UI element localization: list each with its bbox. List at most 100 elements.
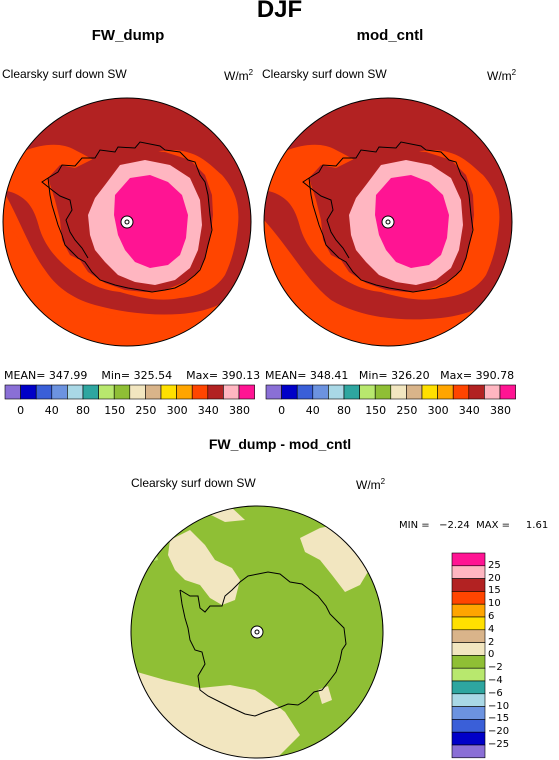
colorbar-swatch [451, 719, 486, 733]
colorbar-swatch [374, 384, 392, 400]
colorbar-swatch [223, 384, 240, 400]
coastline-right [308, 141, 474, 293]
coastline-diff [179, 571, 347, 717]
colorbar-tick-label: 2 [488, 636, 495, 648]
colorbar-tick-label: 380 [229, 404, 250, 417]
colorbar-tick-label: −6 [488, 687, 503, 699]
colorbar-tick-label: 80 [76, 404, 90, 417]
colorbar-swatch [176, 384, 193, 400]
colorbar-swatch [451, 603, 486, 618]
colorbar-swatch [451, 642, 486, 656]
colorbar-tick-label: 250 [135, 404, 157, 417]
colorbar-swatch [468, 384, 485, 400]
diff-title: FW_dump - mod_cntl [208, 436, 352, 452]
stats-right: MEAN= 348.41 Min= 326.20 Max= 390.78 [265, 369, 514, 382]
colorbar-right [265, 384, 516, 400]
diff-minmax: MIN = −2.24 MAX = 1.61 [399, 520, 549, 531]
unit-base: W/m [224, 69, 249, 83]
colorbar-tick-label: 150 [104, 404, 126, 417]
colorbar-swatch [281, 384, 298, 400]
stat-mean: MEAN= 347.99 [4, 369, 88, 382]
colorbar-tick-label: 0 [488, 649, 495, 661]
pole-dot-right [385, 219, 391, 225]
colorbar-swatch [51, 384, 68, 400]
panel-title-left: FW_dump [91, 27, 165, 44]
colorbar-swatch [82, 384, 99, 400]
colorbar-labels-right: 0 40 80 150 250 300 340 380 [261, 404, 531, 418]
unit-exponent: 2 [248, 68, 254, 77]
colorbar-tick-label: −10 [488, 700, 510, 712]
stat-max: Max= 390.78 [440, 369, 515, 382]
colorbar-tick-label: −2 [488, 662, 503, 674]
field-label-left: Clearsky surf down SW [2, 67, 127, 81]
colorbar-swatch [451, 629, 486, 643]
colorbar-swatch [265, 384, 282, 400]
stat-max: Max= 390.13 [186, 369, 261, 382]
map-border-left [2, 97, 252, 347]
colorbar-swatch [437, 384, 454, 400]
diff-colorbar-labels: 25 20 15 10 6 4 2 0 −2 −4 −6 −10 −15 −20 −25 [488, 556, 548, 756]
pole-dot-diff [254, 629, 260, 635]
core-magenta-region [375, 175, 449, 268]
map-border-right [263, 97, 513, 347]
colorbar-tick-label: 300 [427, 404, 449, 417]
colorbar-swatch [451, 565, 486, 579]
colorbar-tick-label: 10 [488, 598, 501, 610]
colorbar-swatch [67, 384, 84, 400]
unit-base: W/m [487, 69, 512, 83]
colorbar-swatch [451, 693, 486, 707]
colorbar-labels-left: 0 40 80 150 250 300 340 380 [0, 404, 270, 418]
mid-band-lower [3, 220, 251, 346]
panel-title-right: mod_cntl [356, 27, 424, 44]
colorbar-tick-label: −15 [488, 713, 510, 725]
colorbar-swatch [359, 384, 376, 400]
colorbar-swatch [35, 384, 53, 400]
colorbar-swatch [451, 655, 486, 669]
colorbar-tick-label: 4 [488, 623, 495, 635]
unit-exponent: 2 [511, 68, 517, 77]
colorbar-swatch [451, 591, 486, 605]
colorbar-swatch [421, 384, 438, 400]
map-border-diff [130, 505, 384, 759]
colorbar-swatch [451, 667, 486, 682]
diff-patch-upper-left [168, 530, 240, 605]
mid-band-lower [264, 220, 512, 346]
colorbar-swatch [113, 384, 131, 400]
colorbar-swatch [4, 384, 21, 400]
stats-left: MEAN= 347.99 Min= 325.54 Max= 390.13 [4, 369, 260, 382]
colorbar-swatch [451, 578, 486, 592]
colorbar-swatch [452, 384, 470, 400]
colorbar-swatch [451, 616, 486, 631]
unit-label-right: W/m2 [487, 68, 516, 83]
unit-label-left: W/m2 [224, 68, 253, 83]
colorbar-tick-label: −20 [488, 726, 510, 738]
colorbar-swatch [191, 384, 209, 400]
colorbar-swatch [238, 384, 255, 400]
colorbar-tick-label: 6 [488, 611, 495, 622]
coastline-left-peninsula [41, 177, 89, 259]
colorbar-swatch [499, 384, 516, 400]
colorbar-tick-label: 0 [278, 404, 286, 417]
pole-marker-right [381, 215, 395, 229]
colorbar-swatch [451, 680, 486, 695]
colorbar-tick-label: −25 [488, 739, 510, 750]
unit-exponent: 2 [380, 477, 386, 486]
colorbar-tick-label: 40 [44, 404, 59, 417]
colorbar-swatch [160, 384, 177, 400]
colorbar-tick-label: 0 [17, 404, 25, 417]
coastline-right-peninsula [302, 177, 350, 259]
colorbar-tick-label: 340 [458, 404, 480, 417]
unit-base: W/m [356, 478, 381, 492]
colorbar-tick-label: 40 [305, 404, 320, 417]
colorbar-swatch [145, 384, 162, 400]
stat-min: Min= 326.20 [358, 369, 430, 382]
colorbar-swatch [207, 384, 224, 400]
colorbar-diff [451, 552, 486, 759]
colorbar-swatch [451, 744, 486, 759]
colorbar-left [4, 384, 255, 400]
colorbar-tick-label: 250 [396, 404, 418, 417]
colorbar-swatch [406, 384, 423, 400]
colorbar-swatch [451, 731, 486, 746]
colorbar-swatch [451, 706, 486, 720]
